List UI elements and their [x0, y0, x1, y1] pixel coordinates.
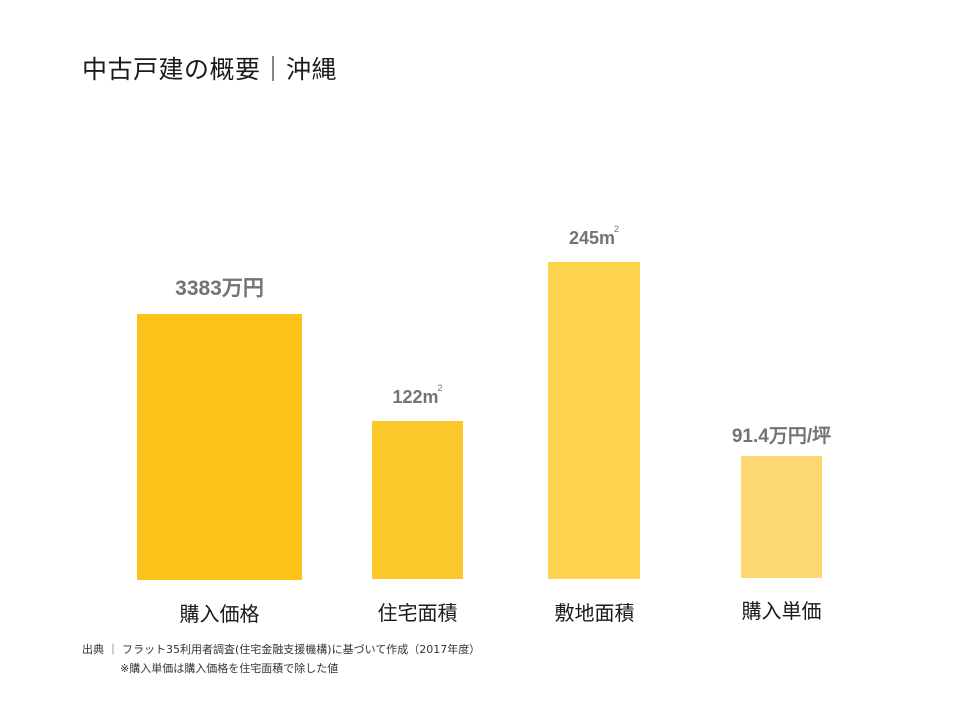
value-text: 122m	[392, 387, 439, 407]
bar-house-area	[372, 421, 463, 579]
chart-title: 中古戸建の概要｜沖縄	[82, 55, 338, 84]
category-label-unit-price: 購入単価	[741, 599, 822, 623]
value-text: 245m	[568, 228, 616, 248]
bar-purchase-price	[137, 314, 302, 580]
value-label-purchase-price: 3383万円	[137, 272, 302, 302]
category-label-land-area: 敷地面積	[554, 601, 635, 625]
source-note: 出典 ｜ フラット35利用者調査(住宅金融支援機構)に基づいて作成（2017年度…	[82, 640, 480, 678]
source-line: 出典 ｜ フラット35利用者調査(住宅金融支援機構)に基づいて作成（2017年度…	[82, 643, 481, 656]
category-label-house-area: 住宅面積	[377, 601, 458, 625]
bar-land-area	[548, 262, 640, 579]
superscript: 2	[437, 383, 443, 393]
value-label-house-area: 122m2	[362, 383, 473, 408]
value-label-unit-price: 91.4万円/坪	[701, 421, 862, 448]
superscript: 2	[614, 224, 620, 234]
bar-unit-price	[741, 456, 822, 578]
category-label-purchase-price: 購入価格	[179, 602, 260, 626]
value-text: 91.4万円/坪	[731, 426, 832, 447]
value-label-land-area: 245m2	[538, 224, 650, 249]
footnote-line: ※購入単価は購入価格を住宅面積で除した値	[120, 662, 339, 675]
value-text: 3383万円	[175, 277, 264, 300]
